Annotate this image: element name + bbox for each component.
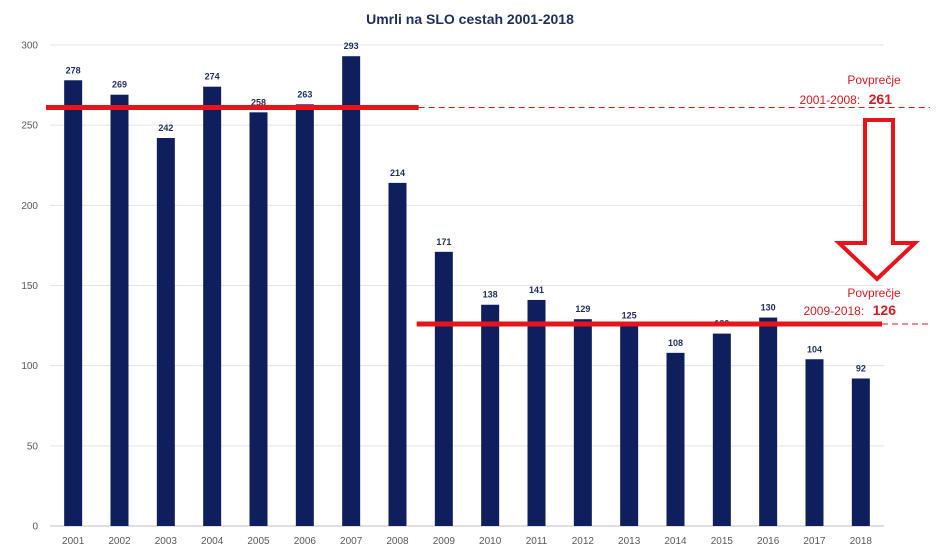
x-tick-label: 2005 — [247, 536, 270, 547]
average-2-period: 2009-2018: — [803, 304, 864, 318]
x-tick-label: 2002 — [108, 536, 131, 547]
bar — [156, 137, 175, 526]
x-tick-label: 2018 — [850, 536, 873, 547]
average-lines — [46, 105, 930, 327]
average-1-period: 2001-2008: — [799, 93, 860, 107]
data-label: 293 — [344, 41, 359, 51]
x-tick-label: 2006 — [294, 536, 317, 547]
data-label: 171 — [436, 237, 451, 247]
x-tick-label: 2014 — [664, 536, 687, 547]
data-label: 92 — [856, 363, 866, 373]
average-2-value: 126 — [873, 302, 897, 318]
x-tick-label: 2001 — [62, 536, 85, 547]
x-tick-label: 2015 — [711, 536, 734, 547]
x-tick-label: 2003 — [155, 536, 178, 547]
bar — [64, 80, 83, 527]
y-tick-label: 0 — [32, 522, 38, 533]
bars — [64, 56, 870, 527]
data-label: 138 — [483, 290, 498, 300]
data-label: 125 — [622, 311, 637, 321]
chart-title: Umrli na SLO cestah 2001-2018 — [366, 11, 574, 27]
bar — [573, 319, 592, 526]
data-label: 129 — [575, 304, 590, 314]
x-tick-label: 2011 — [526, 536, 548, 547]
x-tick-label: 2007 — [340, 536, 363, 547]
x-tick-label: 2012 — [572, 536, 595, 547]
down-arrow-icon — [833, 118, 921, 282]
bar — [851, 378, 870, 526]
average-2-caption: 2009-2018: 126 — [803, 302, 896, 319]
x-tick-label: 2009 — [433, 536, 456, 547]
bar — [527, 299, 546, 526]
average-1-caption: 2001-2008: 261 — [799, 91, 892, 108]
bar — [620, 325, 639, 526]
data-label: 263 — [297, 89, 312, 99]
average-1-value: 261 — [869, 91, 893, 107]
data-label: 258 — [251, 97, 266, 107]
bar — [295, 104, 314, 526]
data-label: 141 — [529, 285, 544, 295]
bar — [712, 333, 731, 526]
bar — [110, 94, 129, 526]
y-tick-label: 200 — [21, 201, 38, 212]
x-tick-label: 2010 — [479, 536, 502, 547]
bar — [805, 359, 824, 526]
gridlines — [50, 44, 884, 527]
data-label: 274 — [205, 72, 220, 82]
average-1-label: Povprečje — [847, 73, 901, 87]
x-tick-label: 2008 — [386, 536, 409, 547]
y-tick-label: 250 — [21, 121, 38, 132]
x-tick-label: 2017 — [803, 536, 826, 547]
bar — [434, 251, 453, 526]
x-tick-label: 2013 — [618, 536, 641, 547]
data-label: 130 — [761, 303, 776, 313]
data-label: 242 — [158, 123, 173, 133]
bar — [249, 112, 268, 526]
y-tick-label: 150 — [21, 281, 38, 292]
x-tick-label: 2004 — [201, 536, 224, 547]
data-label: 108 — [668, 338, 683, 348]
average-2-label: Povprečje — [847, 286, 901, 300]
y-axis: 0 50 100 150 200 250 300 — [21, 41, 38, 533]
bar — [666, 352, 685, 526]
bar — [342, 56, 361, 527]
bar — [481, 304, 500, 526]
x-tick-label: 2016 — [757, 536, 780, 547]
y-tick-label: 50 — [27, 441, 39, 452]
data-label: 278 — [66, 65, 81, 75]
bar — [203, 86, 222, 526]
bar — [388, 182, 407, 527]
data-label: 214 — [390, 168, 405, 178]
bar — [759, 317, 778, 526]
data-label: 104 — [807, 344, 822, 354]
y-tick-label: 300 — [21, 41, 38, 52]
x-axis: 2001 2002 2003 2004 2005 2006 2007 2008 2009 2010… — [62, 536, 872, 547]
y-tick-label: 100 — [21, 361, 38, 372]
data-label: 269 — [112, 80, 127, 90]
